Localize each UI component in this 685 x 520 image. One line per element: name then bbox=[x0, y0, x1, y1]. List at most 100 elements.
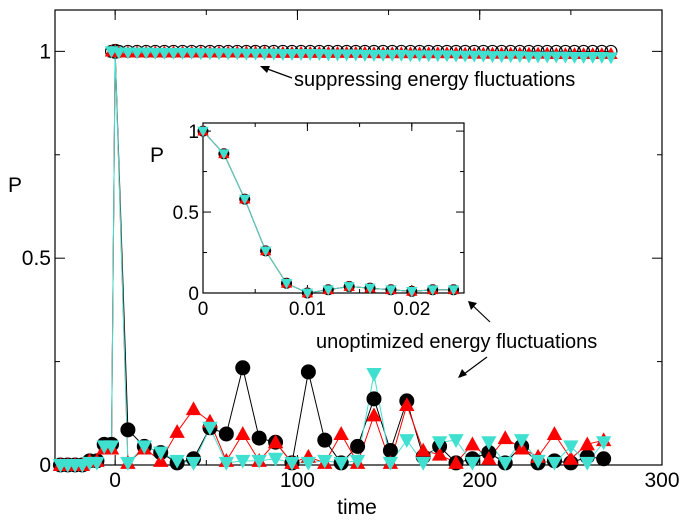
main-data-point bbox=[349, 49, 363, 62]
main-data-point bbox=[481, 450, 497, 465]
main-data-point bbox=[248, 48, 263, 61]
main-data-point bbox=[130, 47, 144, 60]
main-data-point bbox=[120, 422, 136, 438]
main-data-point bbox=[497, 430, 513, 445]
main-data-point bbox=[549, 51, 563, 64]
main-data-point bbox=[185, 47, 199, 60]
annotation-suppressing-arrowhead bbox=[260, 66, 270, 73]
main-y-tick-label: 0.5 bbox=[22, 247, 51, 270]
main-data-point bbox=[202, 421, 218, 436]
inset-x-tick-label: 0 bbox=[198, 299, 209, 320]
main-data-point bbox=[185, 401, 202, 416]
main-data-point bbox=[449, 50, 463, 63]
inset-data-point bbox=[406, 286, 418, 298]
main-data-point bbox=[422, 50, 436, 63]
main-data-point bbox=[366, 391, 382, 407]
inset-series-markers-2 bbox=[197, 126, 460, 299]
main-data-point bbox=[221, 48, 235, 61]
main-data-point bbox=[136, 440, 152, 455]
main-data-point bbox=[218, 426, 234, 442]
main-data-point bbox=[175, 47, 190, 60]
main-data-point bbox=[194, 48, 208, 61]
main-x-tick-label: 0 bbox=[109, 469, 121, 492]
inset-data-point bbox=[427, 285, 439, 296]
main-data-point bbox=[350, 438, 366, 454]
main-data-point bbox=[267, 48, 281, 61]
main-data-point bbox=[595, 436, 612, 451]
main-data-point bbox=[153, 446, 169, 461]
main-data-point bbox=[366, 367, 382, 382]
main-data-point bbox=[120, 456, 136, 471]
main-data-point bbox=[431, 446, 448, 461]
inset-series bbox=[197, 125, 460, 299]
main-data-point bbox=[169, 454, 185, 469]
main-data-point bbox=[203, 48, 217, 61]
inset-plot-frame bbox=[202, 122, 465, 294]
main-data-point bbox=[448, 434, 464, 449]
main-data-point bbox=[563, 450, 579, 465]
main-series-markers-5 bbox=[104, 46, 618, 65]
main-data-point bbox=[513, 434, 530, 449]
inset-data-point bbox=[218, 149, 230, 160]
main-data-point bbox=[494, 51, 509, 64]
main-data-point bbox=[300, 364, 316, 380]
main-data-point bbox=[230, 48, 244, 61]
main-data-point bbox=[303, 49, 317, 62]
main-data-point bbox=[394, 49, 408, 62]
inset-data-point bbox=[239, 194, 251, 205]
main-data-point bbox=[485, 51, 500, 64]
inset-data-point bbox=[385, 285, 397, 296]
main-data-point bbox=[358, 49, 372, 62]
main-data-point bbox=[476, 50, 490, 63]
main-data-point bbox=[595, 51, 609, 64]
main-series bbox=[52, 43, 618, 473]
annotation-unoptimized-arrowhead-top bbox=[468, 301, 477, 310]
main-data-point bbox=[276, 49, 290, 62]
main-data-point bbox=[148, 47, 162, 60]
main-data-point bbox=[235, 360, 251, 376]
main-data-point bbox=[464, 456, 481, 471]
main-y-axis-title: P bbox=[8, 174, 22, 197]
main-data-point bbox=[546, 426, 563, 440]
main-data-point bbox=[567, 51, 582, 64]
inset-data-point bbox=[447, 285, 460, 296]
inset-data-point bbox=[259, 246, 272, 257]
main-data-point bbox=[333, 426, 349, 440]
main-data-point bbox=[317, 432, 333, 448]
main-data-point bbox=[157, 47, 171, 60]
main-data-point bbox=[235, 426, 251, 440]
inset-data-point bbox=[364, 283, 376, 294]
annotation-suppressing: suppressing energy fluctuations bbox=[260, 66, 575, 91]
main-data-point bbox=[540, 51, 554, 64]
main-data-point bbox=[312, 49, 326, 62]
main-data-point bbox=[530, 454, 546, 469]
main-data-point bbox=[458, 50, 472, 63]
annotation-unoptimized-label: unoptimized energy fluctuations bbox=[316, 331, 597, 353]
main-data-point bbox=[257, 48, 272, 61]
main-data-point bbox=[403, 50, 418, 63]
main-data-point bbox=[399, 397, 415, 412]
main-data-point bbox=[251, 430, 267, 446]
main-data-point bbox=[376, 49, 390, 62]
inset-data-point bbox=[343, 282, 355, 293]
annotation-unoptimized: unoptimized energy fluctuations bbox=[316, 301, 597, 378]
inset-ticks: 0 0.01 0.02 0 0.5 1 bbox=[173, 122, 465, 320]
main-data-point bbox=[481, 436, 497, 451]
main-data-point bbox=[349, 454, 366, 469]
main-data-point bbox=[285, 49, 299, 62]
main-data-point bbox=[340, 49, 354, 62]
main-data-point bbox=[604, 52, 618, 65]
main-data-point bbox=[431, 50, 445, 63]
annotation-suppressing-label: suppressing energy fluctuations bbox=[294, 69, 575, 91]
main-data-point bbox=[239, 48, 254, 61]
main-data-point bbox=[284, 456, 300, 471]
main-data-point bbox=[330, 49, 345, 62]
main-series-markers-2 bbox=[52, 45, 612, 473]
main-data-point bbox=[431, 436, 448, 451]
inset-y-tick-label: 0.5 bbox=[173, 203, 199, 224]
main-data-point bbox=[185, 456, 202, 471]
main-data-point bbox=[513, 51, 527, 64]
main-data-point bbox=[579, 436, 595, 451]
